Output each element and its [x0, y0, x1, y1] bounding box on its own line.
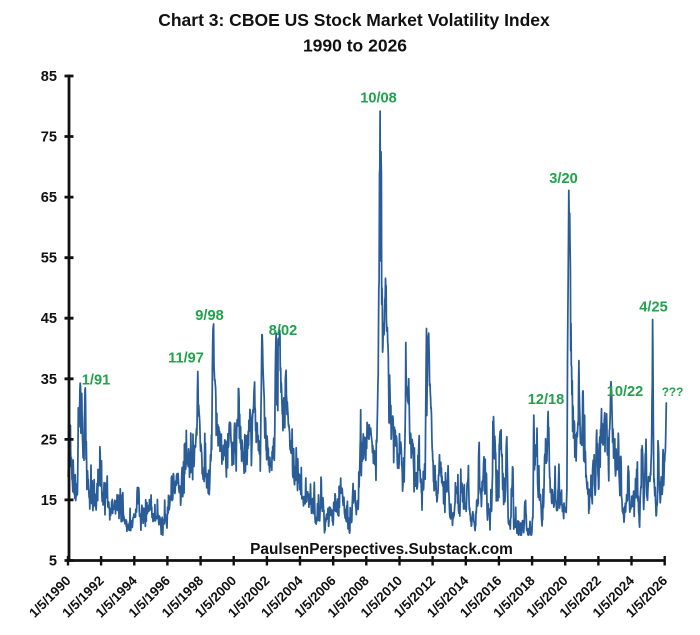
svg-text:4/25: 4/25 — [639, 300, 667, 316]
svg-text:10/22: 10/22 — [607, 384, 644, 400]
svg-text:???: ??? — [662, 385, 684, 399]
svg-text:15: 15 — [41, 493, 57, 509]
svg-text:35: 35 — [41, 372, 57, 388]
svg-text:PaulsenPerspectives.Substack.c: PaulsenPerspectives.Substack.com — [250, 541, 513, 558]
svg-text:12/18: 12/18 — [528, 392, 565, 408]
svg-text:8/02: 8/02 — [269, 323, 297, 339]
svg-text:10/08: 10/08 — [360, 91, 397, 107]
svg-text:1990 to 2026: 1990 to 2026 — [303, 36, 407, 56]
svg-text:25: 25 — [41, 432, 57, 448]
svg-text:9/98: 9/98 — [195, 308, 223, 324]
svg-text:75: 75 — [41, 130, 57, 146]
svg-text:85: 85 — [41, 69, 57, 85]
svg-text:Chart 3: CBOE US Stock Market: Chart 3: CBOE US Stock Market Volatility… — [158, 10, 550, 30]
svg-text:5: 5 — [49, 554, 57, 570]
svg-text:65: 65 — [41, 190, 57, 206]
svg-text:11/97: 11/97 — [168, 351, 204, 367]
svg-text:55: 55 — [41, 251, 57, 267]
svg-text:1/91: 1/91 — [82, 373, 110, 389]
svg-text:3/20: 3/20 — [549, 171, 577, 187]
svg-text:45: 45 — [41, 311, 57, 327]
